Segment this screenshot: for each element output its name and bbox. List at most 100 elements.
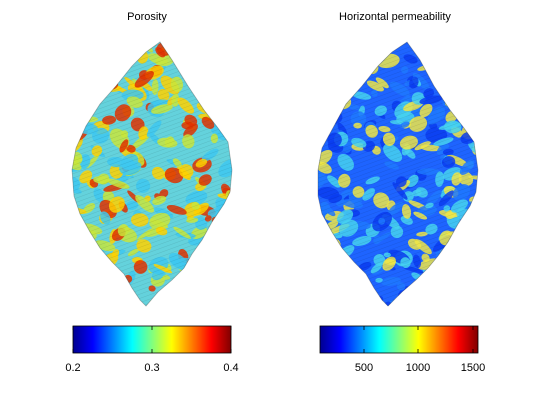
surface-patch — [175, 303, 192, 306]
permeability-tick-label: 1000 — [406, 362, 430, 374]
surface-patch — [458, 85, 469, 95]
surface-patch — [107, 295, 119, 304]
surface-patch — [201, 250, 223, 261]
surface-patch — [347, 283, 370, 295]
surface-patch — [198, 277, 222, 294]
permeability-panel: Horizontal permeability 500 1000 1500 — [317, 11, 485, 374]
surface-patch — [193, 301, 217, 306]
surface-patch — [440, 288, 459, 304]
surface-patch — [207, 76, 221, 90]
surface-patch — [225, 269, 232, 276]
porosity-title: Porosity — [127, 11, 167, 23]
surface-patch — [415, 291, 431, 302]
porosity-tick-label: 0.4 — [223, 362, 238, 374]
surface-patch — [79, 94, 92, 105]
surface-patch — [413, 301, 424, 306]
surface-patch — [399, 295, 412, 306]
surface-patch — [332, 264, 342, 273]
surface-patch — [328, 83, 343, 88]
surface-patch — [208, 94, 229, 107]
surface-patch — [201, 279, 220, 298]
surface-patch — [327, 248, 340, 260]
surface-patch — [455, 261, 474, 268]
surface-patch — [474, 221, 478, 231]
permeability-colorbar: 500 1000 1500 — [319, 325, 485, 374]
surface-patch — [348, 55, 365, 69]
surface-patch — [104, 54, 115, 66]
surface-patch — [467, 86, 478, 98]
surface-patch — [348, 288, 372, 301]
surface-patch — [470, 234, 478, 243]
surface-patch — [455, 63, 462, 71]
surface-patch — [446, 294, 457, 305]
surface-patch — [468, 233, 478, 239]
surface-patch — [369, 299, 380, 306]
surface-patch — [471, 241, 478, 251]
surface-patch — [216, 277, 232, 294]
surface-patch — [461, 269, 475, 280]
surface-patch — [355, 47, 373, 63]
surface-patch — [72, 89, 82, 101]
porosity-colorbar: 0.2 0.3 0.4 — [65, 325, 239, 374]
surface-patch — [318, 68, 334, 85]
surface-patch — [413, 283, 424, 290]
surface-patch — [186, 49, 196, 55]
surface-patch — [424, 297, 433, 306]
surface-patch — [159, 292, 180, 306]
surface-patch — [209, 283, 227, 299]
surface-patch — [120, 54, 132, 60]
surface-patch — [337, 297, 358, 306]
surface-patch — [318, 226, 327, 244]
surface-patch — [318, 291, 324, 303]
surface-patch — [72, 57, 87, 71]
surface-patch — [72, 55, 79, 66]
surface-patch — [208, 293, 222, 300]
porosity-surface — [72, 42, 232, 306]
surface-patch — [185, 267, 197, 281]
surface-patch — [338, 44, 358, 57]
surface-patch — [76, 287, 94, 304]
surface-patch — [468, 294, 478, 303]
surface-patch — [172, 54, 179, 61]
surface-patch — [72, 226, 82, 242]
surface-patch — [358, 52, 381, 64]
surface-patch — [105, 287, 115, 294]
surface-patch — [347, 42, 362, 56]
surface-patch — [467, 232, 478, 244]
surface-patch — [72, 47, 92, 58]
surface-patch — [164, 296, 177, 302]
surface-patch — [219, 246, 232, 257]
surface-patch — [318, 88, 328, 102]
surface-patch — [339, 280, 350, 291]
porosity-tick-label: 0.2 — [65, 362, 80, 374]
surface-patch — [84, 51, 97, 62]
surface-patch — [463, 58, 478, 76]
surface-patch — [181, 286, 199, 303]
surface-patch — [216, 44, 229, 55]
surface-patch — [344, 51, 361, 69]
surface-patch — [318, 55, 327, 70]
surface-patch — [318, 292, 321, 300]
porosity-panel: Porosity 0.2 0.3 0.4 — [65, 11, 239, 374]
surface-patch — [318, 65, 332, 77]
surface-patch — [72, 238, 85, 250]
surface-patch — [73, 56, 86, 64]
surface-patch — [318, 257, 328, 265]
surface-patch — [126, 42, 140, 52]
surface-patch — [225, 208, 232, 218]
surface-patch — [200, 247, 217, 255]
surface-patch — [216, 276, 229, 283]
surface-patch — [325, 43, 336, 54]
surface-patch — [362, 298, 378, 306]
surface-patch — [330, 269, 337, 276]
surface-patch — [436, 72, 452, 88]
surface-patch — [335, 42, 355, 58]
surface-patch — [72, 276, 86, 291]
surface-patch — [171, 286, 185, 303]
surface-patch — [437, 268, 452, 285]
surface-patch — [405, 300, 427, 306]
surface-patch — [450, 283, 467, 296]
surface-patch — [335, 256, 344, 266]
surface-patch — [91, 264, 113, 277]
surface-patch — [366, 303, 376, 306]
